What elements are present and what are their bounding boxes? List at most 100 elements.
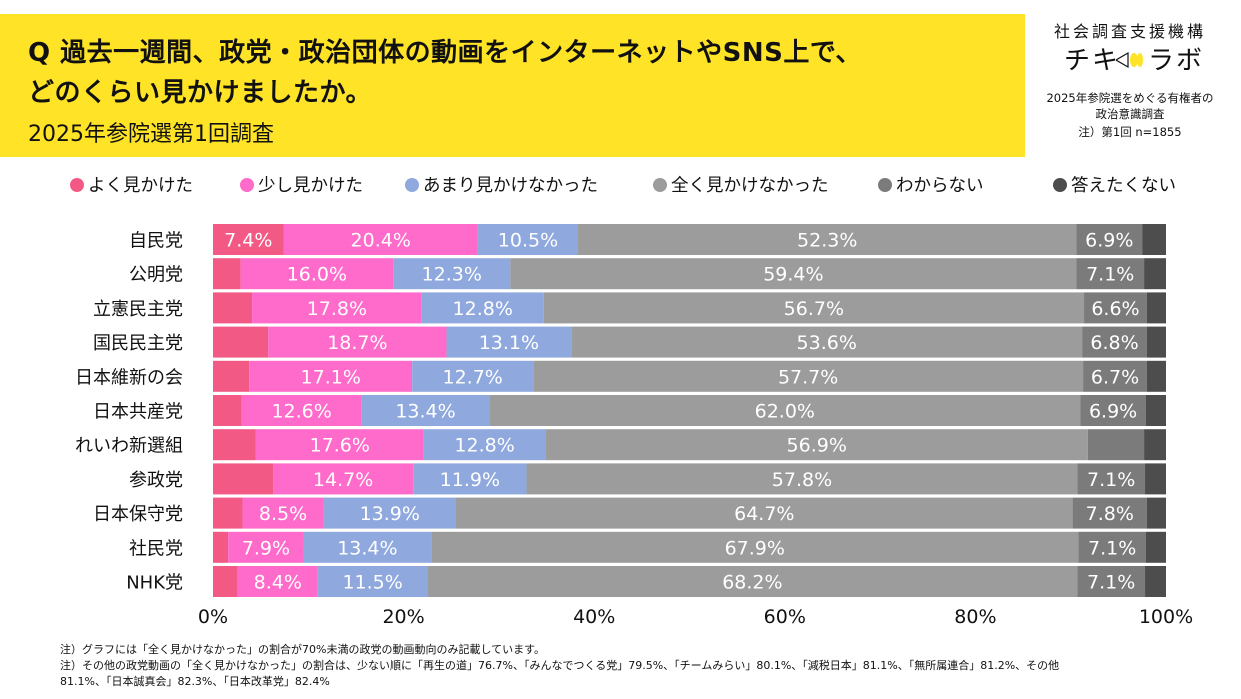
data-label: 56.9% <box>787 435 847 457</box>
data-label: 6.6% <box>1091 298 1139 320</box>
legend-item: 少し見かけた <box>240 172 363 197</box>
bar-segment <box>1078 531 1146 563</box>
data-label: 12.3% <box>422 264 482 286</box>
data-label: 13.4% <box>395 401 455 423</box>
data-label: 12.6% <box>271 401 331 423</box>
footnote-3: 81.1%、「日本誠真会」82.3%、「日本改革党」82.4% <box>60 675 330 688</box>
bar-segment <box>1072 497 1147 529</box>
bar-segment <box>268 326 447 358</box>
data-label: 53.6% <box>797 332 857 354</box>
bar-segment <box>1145 395 1166 426</box>
category-label: 参政党 <box>129 470 183 491</box>
data-label: 7.4% <box>224 230 272 252</box>
data-label: 57.7% <box>778 366 838 388</box>
bar-segment <box>413 463 527 495</box>
data-label: 18.7% <box>327 332 387 354</box>
bar-segment <box>1144 258 1166 290</box>
question-title-line1: Q 過去一週間、政党・政治団体の動画をインターネットやSNS上で、 <box>28 38 862 68</box>
legend-label: あまり見かけなかった <box>423 176 598 196</box>
bar-segment <box>1077 566 1146 597</box>
bar-segment <box>317 566 428 597</box>
data-label: 20.4% <box>351 230 411 252</box>
legend-label: 答えたくない <box>1071 176 1176 196</box>
title-banner: Q 過去一週間、政党・政治団体の動画をインターネットやSNS上で、 どのくらい見… <box>0 14 1025 157</box>
data-label: 6.9% <box>1089 401 1137 423</box>
data-label: 12.8% <box>454 435 514 457</box>
bar-segment <box>213 497 243 529</box>
bar-segment <box>1145 566 1166 597</box>
question-title-line2: どのくらい見かけましたか。 <box>28 78 372 108</box>
bar-segment <box>526 463 1078 495</box>
category-label: 日本維新の会 <box>75 367 183 388</box>
bar-segment <box>213 360 250 392</box>
bar-segment <box>571 326 1083 358</box>
data-label: 6.8% <box>1090 332 1138 354</box>
bar-segment <box>213 566 238 597</box>
brand-name-left: チキ <box>1064 46 1121 76</box>
bar-segment <box>213 463 274 495</box>
bar-segment <box>273 463 414 495</box>
legend-label: 全く見かけなかった <box>671 176 829 196</box>
data-label: 17.6% <box>310 435 370 457</box>
bar-segment <box>577 224 1077 255</box>
data-label: 13.4% <box>337 537 397 559</box>
data-label: 7.1% <box>1088 537 1136 559</box>
x-tick-label: 100% <box>1139 606 1193 628</box>
legend-swatch <box>240 178 254 192</box>
data-label: 10.5% <box>498 230 558 252</box>
bar-segment <box>456 497 1073 529</box>
data-label: 16.0% <box>287 264 347 286</box>
category-label: れいわ新選組 <box>75 436 183 457</box>
category-label: 社民党 <box>129 538 183 559</box>
category-label: 日本共産党 <box>93 402 183 423</box>
bar-segment <box>303 531 432 563</box>
bar-segment <box>427 566 1078 597</box>
data-label: 12.7% <box>443 366 503 388</box>
legend-swatch <box>1053 178 1067 192</box>
data-label: 7.1% <box>1087 469 1135 491</box>
data-label: 8.4% <box>254 572 302 594</box>
bar-segment <box>1146 326 1166 358</box>
bar-segment <box>1144 429 1166 461</box>
data-label: 52.3% <box>797 230 857 252</box>
bar-segment <box>283 224 478 255</box>
bar-segment <box>252 292 422 324</box>
bar-segment <box>213 258 241 290</box>
bar-segment <box>421 292 544 324</box>
bar-segment <box>393 258 511 290</box>
legend-item: あまり見かけなかった <box>405 172 598 197</box>
legend-item: わからない <box>878 172 984 197</box>
bar-segment <box>543 292 1085 324</box>
bar-segment <box>213 531 229 563</box>
brand-mark-icon <box>1116 51 1143 69</box>
bar-segment <box>1083 360 1147 392</box>
data-label: 67.9% <box>725 537 785 559</box>
category-label: 公明党 <box>129 265 183 286</box>
data-label: 6.7% <box>1091 366 1139 388</box>
footnote-1: 注）グラフには「全く見かけなかった」の割合が70%未満の政党の動画動向のみ記載し… <box>60 643 546 656</box>
data-label: 62.0% <box>755 401 815 423</box>
legend-swatch <box>70 178 84 192</box>
bar-segment <box>533 360 1084 392</box>
bar-segment <box>213 224 284 255</box>
x-tick-label: 80% <box>954 606 996 628</box>
data-label: 64.7% <box>734 503 794 525</box>
bar-segment <box>361 395 490 426</box>
brand-name-right: ラボ <box>1148 46 1205 76</box>
bar-segment <box>510 258 1077 290</box>
data-label: 13.1% <box>479 332 539 354</box>
bar-segment <box>213 395 242 426</box>
bar-segment <box>1084 292 1147 324</box>
data-label: 68.2% <box>722 572 782 594</box>
x-tick-label: 0% <box>198 606 228 628</box>
bar-segment <box>1145 463 1166 495</box>
data-label: 17.8% <box>307 298 367 320</box>
x-tick-label: 60% <box>764 606 806 628</box>
brand-logo: チキ ラボ <box>1030 40 1230 80</box>
bar-segment <box>237 566 318 597</box>
bar-segment <box>1145 531 1166 563</box>
data-label: 11.9% <box>440 469 500 491</box>
survey-title-line2: 政治意識調査 <box>1095 107 1165 121</box>
x-tick-label: 40% <box>573 606 615 628</box>
survey-wave-subtitle: 2025年参院選第1回調査 <box>28 122 274 147</box>
